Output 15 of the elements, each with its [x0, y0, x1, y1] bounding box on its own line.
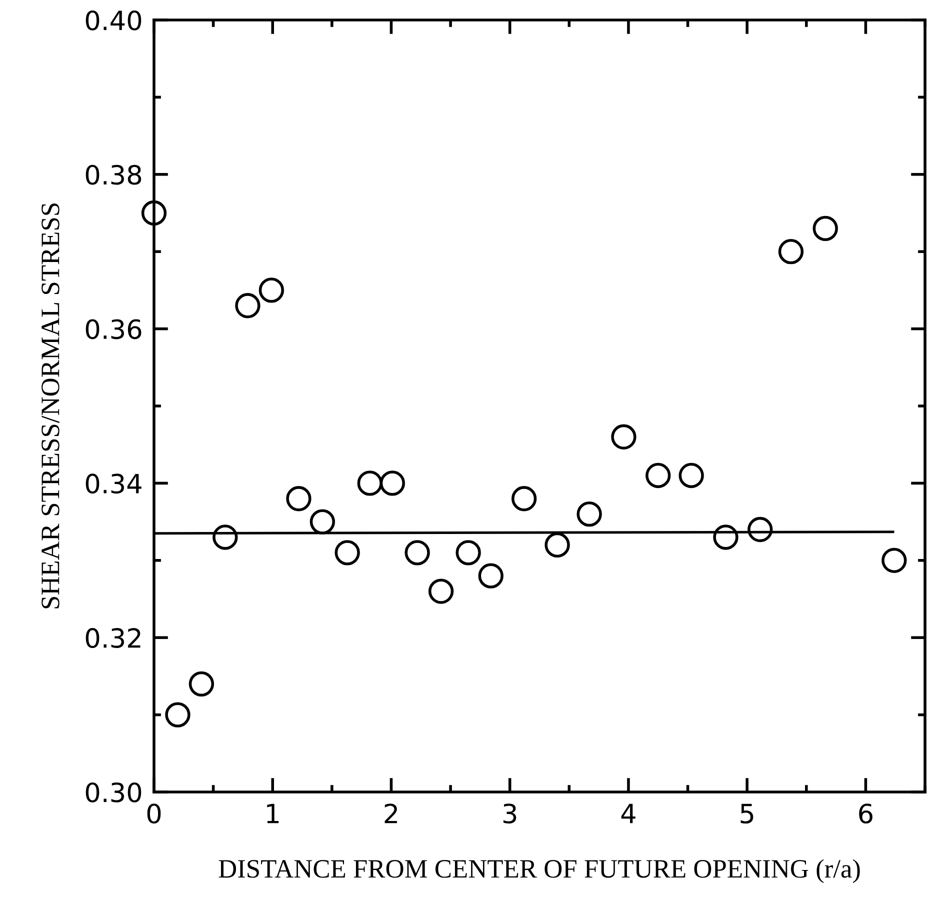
x-tick-label: 5 [740, 804, 754, 824]
y-axis-title: SHEAR STRESS/NORMAL STRESS [42, 204, 60, 608]
x-axis-title: DISTANCE FROM CENTER OF FUTURE OPENING (r/a) [218, 859, 860, 884]
x-tick-label: 6 [859, 804, 872, 824]
y-tick-label: 0.38 [86, 164, 142, 185]
y-tick-label: 0.40 [86, 10, 142, 30]
y-tick-label: 0.30 [86, 782, 142, 802]
y-tick-label: 0.32 [86, 628, 140, 648]
x-tick-label: 0 [147, 804, 161, 824]
x-tick-label: 1 [267, 804, 279, 824]
y-tick-label: 0.34 [86, 474, 142, 494]
x-tick-label: 4 [621, 804, 636, 824]
x-tick-label: 3 [503, 804, 516, 824]
y-tick-label: 0.36 [86, 319, 142, 340]
x-tick-label: 2 [384, 804, 397, 824]
